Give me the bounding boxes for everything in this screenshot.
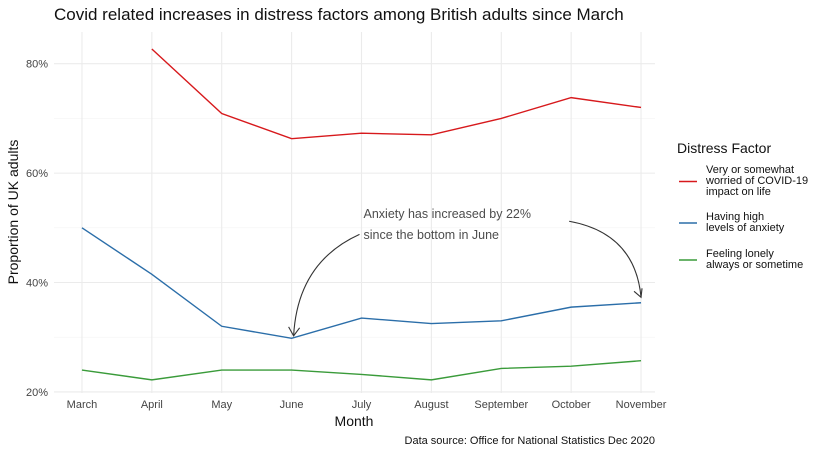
y-tick-label: 60% — [26, 168, 48, 180]
series-line-2 — [81, 227, 642, 340]
legend-label-line: worried of COVID-19 — [705, 175, 808, 187]
legend-label-line: impact on life — [706, 186, 771, 198]
annotation-arrow-june — [293, 233, 360, 336]
chart-title: Covid related increases in distress fact… — [54, 5, 624, 24]
y-axis-title: Proportion of UK adults — [5, 140, 21, 285]
y-axis-ticks: 20% 40% 60% 80% — [26, 59, 48, 399]
annotation-text-line: Anxiety has increased by 22% — [364, 207, 531, 221]
x-tick-label: June — [280, 399, 304, 411]
y-tick-label: 40% — [26, 278, 48, 290]
annotation-text-line: since the bottom in June — [364, 228, 500, 242]
annotation-arrow-november — [569, 220, 642, 298]
legend-label-line: levels of anxiety — [706, 222, 785, 234]
x-tick-label: November — [616, 399, 667, 411]
data-source-caption: Data source: Office for National Statist… — [405, 435, 655, 447]
legend-label-line: Feeling lonely — [706, 248, 774, 260]
legend-label-line: Having high — [706, 211, 764, 223]
x-tick-label: May — [211, 399, 232, 411]
y-tick-label: 20% — [26, 387, 48, 399]
legend-label-line: always or sometime — [706, 259, 803, 271]
x-tick-label: April — [141, 399, 163, 411]
legend-label-line: Very or somewhat — [706, 164, 794, 176]
annotation-arrowhead-june — [288, 326, 301, 337]
series-line-1 — [151, 48, 642, 140]
plot-grid — [54, 32, 655, 393]
series-line-3 — [81, 360, 642, 381]
x-axis-title: Month — [335, 413, 374, 429]
legend-title: Distress Factor — [677, 140, 771, 156]
x-tick-label: August — [414, 399, 448, 411]
x-axis-ticks: March April May June July August September Octo… — [67, 399, 667, 411]
x-tick-label: July — [352, 399, 372, 411]
y-tick-label: 80% — [26, 59, 48, 71]
annotation: Anxiety has increased by 22% since the b… — [288, 207, 643, 337]
series-layer — [81, 48, 642, 381]
x-tick-label: October — [552, 399, 591, 411]
x-tick-label: September — [474, 399, 528, 411]
annotation-arrowhead-november — [633, 288, 643, 299]
x-tick-label: March — [67, 399, 98, 411]
